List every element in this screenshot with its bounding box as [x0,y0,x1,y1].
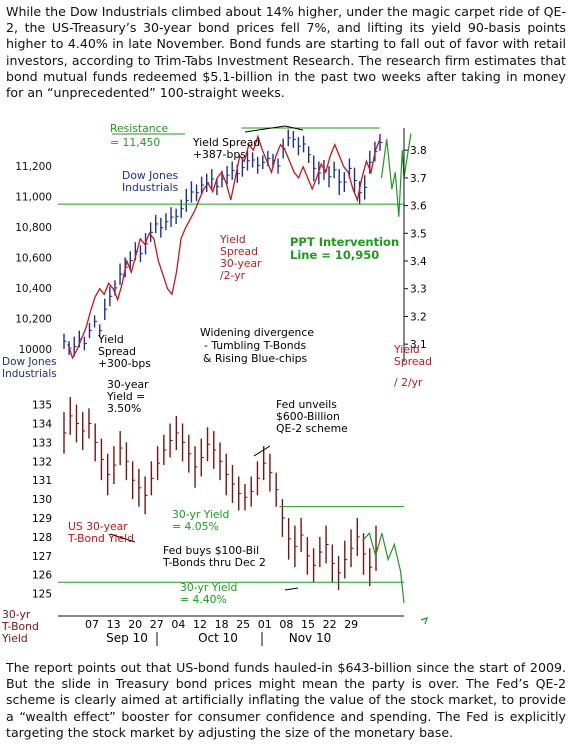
dow-ytick-label: 10000 [19,344,52,356]
tbond-ytick-label: 126 [32,570,52,582]
guide-lines [58,125,404,591]
annotation-black: Yield = [106,390,145,403]
x-day-label: 04 [171,618,185,631]
spread-ytick-label: 3.3 [410,284,427,296]
annotation-black: Yield Spread [192,136,260,149]
annotation-dow: Dow Jones [122,169,178,182]
axes: 11,200 11,000 10,800 10,600 10,400 10,200 1000… [15,128,427,646]
annotation-black: - Tumbling T-Bonds [204,339,306,352]
annotation-black: Widening divergence [200,326,314,339]
annotation-black: 3.50% [107,402,141,415]
spread-ytick-label: 3.8 [410,145,427,157]
annotation-black: Fed buys $100-Bil [163,544,259,557]
annotation-black: T-Bonds thru Dec 2 [162,556,266,569]
x-month-label: Oct 10 [198,631,238,645]
annotation-bond-label: T-Bond [1,620,39,633]
tbond-ytick-label: 131 [32,475,52,487]
spread-ytick-label: 3.7 [410,173,427,185]
spread-ytick-label: 3.6 [410,201,427,213]
tbond-ytick-label: 130 [32,494,52,506]
annotation-black: 30-year [107,378,149,391]
x-day-label: 07 [85,618,99,631]
annotation-guide: = 4.40% [180,593,227,606]
annotation-guide: = 11,450 [110,136,160,149]
annotation-black: & Rising Blue-chips [203,352,308,365]
fedbuys-callout-line [284,587,299,591]
tbond-ytick-label: 127 [32,551,52,563]
annotation-black: Spread [98,345,136,358]
annotation-bond: T-Bond Yield [67,532,134,545]
annotation-spread: Yield [219,233,246,246]
annotation-spread: Yield [393,343,420,356]
annotation-bond-label: 30-yr [2,608,31,621]
yield-spread-series [67,134,381,360]
tbond-ytick-label: 129 [32,513,52,525]
annotation-bond-label: Yield [1,632,28,645]
x-day-label: 29 [344,618,358,631]
x-day-label: 18 [215,618,229,631]
intro-paragraph: While the Dow Industrials climbed about … [6,4,566,101]
dow-ytick-label: 11,200 [15,161,52,173]
spread-callout-line [244,125,286,133]
spread-ytick-label: 3.5 [410,228,427,240]
x-day-label: 20 [128,618,142,631]
x-day-label: 08 [279,618,293,631]
dow-axis-label: Industrials [2,368,57,380]
tbond-ytick-label: 128 [32,532,52,544]
annotation-spread: / 2/yr [394,376,423,389]
tbond-projection [362,531,405,604]
x-day-label: 25 [236,618,250,631]
annotation-black: $600-Billion [276,410,340,423]
x-day-label: 27 [150,618,164,631]
annotation-black: Yield [97,333,124,346]
x-day-label: 01 [258,618,272,631]
tbond-ytick-label: 134 [32,418,52,430]
tbond-ytick-label: 133 [32,437,52,449]
tbond-ytick-label: 132 [32,456,52,468]
spread-callout-line [284,125,304,131]
spread-ytick-label: 3.1 [410,339,427,351]
annotation-black: QE-2 scheme [276,422,348,435]
dow-ytick-label: 10,600 [15,252,52,264]
annotation-black: +387-bps [193,148,246,161]
annotation-black: +300-bps [98,357,151,370]
dow-vs-tbond-chart: 11,200 11,000 10,800 10,600 10,400 10,200 1000… [1,122,432,646]
annotation-spread: 30-year [220,257,262,270]
x-month-label: Nov 10 [289,631,332,645]
dow-axis-label: Dow Jones [2,356,57,368]
bond-label-callout-line [109,533,136,543]
annotation-guide-bold: PPT Intervention [290,235,399,249]
annotation-dow: Industrials [122,181,179,194]
outro-paragraph: The report points out that US-bond funds… [6,660,566,740]
x-day-label: 22 [323,618,337,631]
annotation-spread: Spread [220,245,258,258]
spread-ytick-label: 3.2 [410,311,427,323]
annotation-spread: Spread [394,355,432,368]
dow-ytick-label: 11,000 [15,192,52,204]
annotation-guide: Resistance [110,122,169,135]
spread-ytick-label: 3.4 [410,256,427,268]
annotations: Resistance= 11,450 Yield Spread+387-bpsDo… [1,122,432,645]
annotation-black: Fed unveils [276,398,337,411]
dow-ytick-label: 10,400 [15,283,52,295]
annotation-guide: 30-yr Yield [180,581,237,594]
annotation-guide: 30-yr Yield [172,508,229,521]
projection-arrow [420,617,428,625]
x-day-label: 12 [193,618,207,631]
x-day-label: 13 [107,618,121,631]
annotation-guide-bold: Line = 10,950 [290,248,379,262]
dow-ytick-label: 10,800 [15,222,52,234]
annotation-guide: = 4.05% [172,520,219,533]
tbond-ytick-label: 135 [32,400,52,412]
annotation-spread: US 30-year [68,520,128,533]
annotation-spread: /2-yr [220,269,246,282]
fed-callout-line [253,445,271,457]
dow-ytick-label: 10,200 [15,313,52,325]
tbond-ytick-label: 125 [32,589,52,601]
x-day-label: 15 [301,618,315,631]
x-month-label: Sep 10 [106,631,148,645]
tbond-price-bars [63,397,379,590]
